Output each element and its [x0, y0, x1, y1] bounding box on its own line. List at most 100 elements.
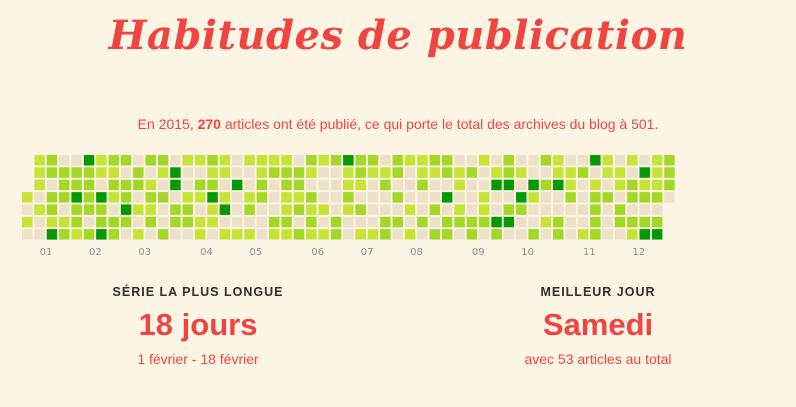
month-label: 06: [311, 247, 324, 258]
day-cell: [639, 216, 650, 228]
day-cell: [120, 216, 132, 228]
day-cell: [120, 179, 132, 191]
summary-middle: articles ont été publié, ce qui porte le…: [220, 116, 632, 132]
day-cell: [478, 216, 490, 228]
day-cell: [343, 229, 354, 240]
day-cell: [244, 204, 255, 215]
day-cell: [231, 167, 243, 178]
day-cell: [157, 204, 169, 215]
day-cell: [34, 192, 45, 203]
day-cell: [441, 204, 453, 215]
day-cell: [281, 192, 292, 203]
day-cell: [664, 155, 675, 166]
day-cell: [34, 179, 45, 191]
day-cell: [330, 229, 342, 240]
day-cell: [614, 179, 626, 191]
day-cell: [651, 192, 663, 203]
day-cell: [194, 216, 206, 228]
day-cell: [219, 179, 231, 191]
day-cell: [219, 155, 231, 166]
day-cell: [627, 155, 638, 166]
day-cell: [503, 179, 515, 191]
day-cell: [34, 229, 45, 240]
month-label: 09: [472, 247, 485, 258]
day-cell: [83, 167, 95, 178]
day-cell: [491, 229, 502, 240]
publication-heatmap: 01 02 03 04 05 06 07 08 09 10 11 12: [22, 155, 675, 258]
day-cell: [120, 167, 132, 178]
day-cell: [429, 204, 441, 215]
day-cell: [157, 216, 169, 228]
day-cell: [256, 179, 268, 191]
day-cell: [318, 155, 329, 166]
page-title: Habitudes de publication: [108, 12, 688, 59]
day-cell: [454, 192, 465, 203]
day-cell: [256, 229, 268, 240]
best-day-label: MEILLEUR JOUR: [540, 285, 656, 299]
day-cell: [219, 204, 231, 215]
day-cell: [133, 179, 144, 191]
day-cell: [145, 229, 156, 240]
day-cell: [491, 167, 502, 178]
day-cell: [22, 204, 33, 215]
day-cell: [528, 167, 539, 178]
day-cell: [404, 155, 416, 166]
day-cell: [46, 179, 58, 191]
day-cell: [441, 155, 453, 166]
day-cell: [651, 229, 663, 240]
month-label: 11: [583, 247, 596, 258]
day-cell: [343, 216, 354, 228]
day-cell: [170, 155, 181, 166]
day-cell: [83, 179, 95, 191]
day-cell: [182, 192, 193, 203]
day-cell: [157, 229, 169, 240]
day-cell: [46, 204, 58, 215]
day-cell: [83, 216, 95, 228]
day-cell: [466, 204, 478, 215]
day-cell: [466, 167, 478, 178]
day-cell: [404, 216, 416, 228]
day-cell: [454, 204, 465, 215]
day-cell: [590, 216, 601, 228]
day-cell: [627, 179, 638, 191]
day-cell: [417, 229, 428, 240]
day-cell: [540, 229, 552, 240]
day-cell: [417, 192, 428, 203]
day-cell: [133, 204, 144, 215]
day-cell: [306, 216, 317, 228]
day-cell: [614, 216, 626, 228]
day-cell: [59, 179, 70, 191]
day-cell: [194, 179, 206, 191]
day-cell: [343, 167, 354, 178]
day-cell: [318, 192, 329, 203]
day-cell: [46, 192, 58, 203]
day-cell: [577, 216, 589, 228]
day-cell: [516, 192, 527, 203]
day-cell: [553, 216, 564, 228]
day-cell: [503, 155, 515, 166]
day-cell: [281, 229, 292, 240]
day-cell: [380, 229, 391, 240]
day-cell: [256, 216, 268, 228]
day-cell: [157, 192, 169, 203]
day-cell: [516, 229, 527, 240]
day-cell: [108, 216, 119, 228]
day-cell: [120, 155, 132, 166]
summary-comma: ,: [189, 116, 198, 132]
streak-value: 18 jours: [138, 307, 258, 342]
day-cell: [219, 192, 231, 203]
day-cell: [293, 167, 305, 178]
day-cell: [466, 216, 478, 228]
day-cell: [293, 229, 305, 240]
day-cell: [231, 155, 243, 166]
day-cell: [367, 167, 379, 178]
day-cell: [83, 229, 95, 240]
day-cell: [590, 192, 601, 203]
day-cell: [380, 216, 391, 228]
summary-prefix: En: [137, 116, 159, 132]
day-cell: [639, 155, 650, 166]
day-cell: [478, 179, 490, 191]
day-cell: [627, 192, 638, 203]
day-cell: [380, 179, 391, 191]
day-cell: [540, 179, 552, 191]
